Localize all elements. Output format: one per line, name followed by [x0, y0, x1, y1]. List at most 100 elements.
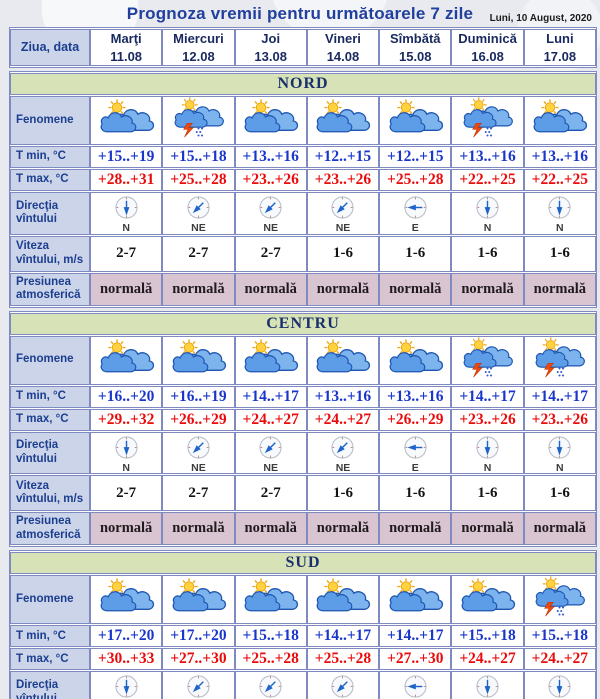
weather-cell	[379, 96, 452, 146]
t-max-value: +28..+31	[90, 169, 163, 192]
t-max-value: +25..+28	[306, 648, 380, 671]
t-min-value: +14..+17	[523, 385, 596, 408]
day-header-cell: Marţi 11.08	[90, 29, 163, 67]
wind-direction-cell: NE	[162, 431, 235, 475]
wind-speed-value: 1-6	[379, 235, 452, 272]
compass-NE-arrow-icon	[257, 673, 284, 699]
section-title: CENTRU	[10, 312, 596, 335]
sun-clouds-icon	[98, 578, 155, 616]
row-label-wind-speed: Viteza vîntului, m/s	[10, 235, 90, 272]
wind-direction-cell: N	[90, 431, 163, 475]
wind-direction-cell: E	[379, 671, 452, 699]
wind-direction-cell: E	[379, 192, 452, 235]
day-name: Joi	[261, 31, 281, 46]
t-min-value: +16..+20	[90, 385, 163, 408]
t-min-value: +15..+18	[234, 625, 307, 648]
wind-direction-label: NE	[335, 222, 351, 235]
weather-cell	[451, 96, 524, 146]
wind-speed-value: 2-7	[90, 475, 163, 512]
thunderstorm-icon	[533, 576, 586, 618]
wind-speed-value: 2-7	[234, 475, 307, 512]
pressure-value: normală	[451, 512, 524, 546]
weather-cell	[162, 335, 235, 385]
compass-N-arrow-icon	[474, 673, 501, 699]
phenomena-row: Fenomene	[10, 575, 596, 625]
day-date: 12.08	[182, 48, 215, 64]
t-min-value: +13..+16	[234, 146, 307, 169]
day-header-cell: Sîmbătă 15.08	[379, 29, 452, 67]
compass-N-arrow-icon	[474, 434, 501, 461]
t-max-value: +23..+26	[523, 408, 596, 431]
sun-clouds-icon	[242, 338, 299, 377]
pressure-value: normală	[90, 512, 163, 546]
weather-cell	[306, 575, 380, 625]
compass-N-arrow-icon	[546, 673, 573, 699]
row-label-t-min: T min, °C	[10, 625, 90, 648]
weather-cell	[523, 96, 596, 146]
sun-clouds-icon	[387, 578, 444, 616]
pressure-value: normală	[379, 512, 452, 546]
day-date: 15.08	[398, 48, 432, 64]
section-table-centru: CENTRU Fenomene T min, °C +16..+20 +16..+19 +…	[9, 310, 597, 548]
pressure-value: normală	[306, 272, 380, 306]
sun-clouds-icon	[314, 578, 371, 616]
tmax-row: T max, °C +30..+33 +27..+30 +25..+28 +25..+2…	[10, 648, 596, 671]
forecast-table: Ziua, data Marţi 11.08 Miercuri 12.08 Joi 13.0…	[9, 27, 597, 699]
sun-clouds-icon	[170, 338, 227, 377]
sun-clouds-icon	[531, 99, 588, 137]
t-max-value: +30..+33	[90, 648, 163, 671]
compass-N-arrow-icon	[113, 434, 140, 461]
wind-speed-value: 1-6	[451, 235, 524, 272]
phenomena-row: Fenomene	[10, 96, 596, 146]
wind-direction-cell: NE	[306, 192, 380, 235]
t-min-value: +13..+16	[523, 146, 596, 169]
pressure-value: normală	[234, 272, 307, 306]
compass-E-arrow-icon	[402, 194, 429, 221]
t-min-value: +15..+18	[451, 625, 524, 648]
wind-direction-cell: N	[90, 671, 163, 699]
row-label-wind-speed: Viteza vîntului, m/s	[10, 475, 90, 512]
weather-cell	[234, 335, 307, 385]
day-header-cell: Miercuri 12.08	[162, 29, 235, 67]
sun-clouds-icon	[98, 338, 155, 377]
t-max-value: +27..+30	[379, 648, 452, 671]
wind-direction-label: N	[483, 222, 492, 235]
row-label-phenomena: Fenomene	[10, 335, 90, 385]
section-title: SUD	[10, 552, 596, 575]
days-header-table: Ziua, data Marţi 11.08 Miercuri 12.08 Joi 13.0…	[9, 27, 597, 69]
t-max-value: +27..+30	[162, 648, 235, 671]
compass-NE-arrow-icon	[257, 434, 284, 461]
t-max-value: +24..+27	[306, 408, 380, 431]
sun-clouds-icon	[459, 578, 516, 616]
pressure-row: Presiunea atmosferică normală normală norma…	[10, 272, 596, 306]
row-label-pressure: Presiunea atmosferică	[10, 272, 90, 306]
row-label-t-max: T max, °C	[10, 408, 90, 431]
weather-cell	[234, 575, 307, 625]
wind-direction-cell: NE	[162, 671, 235, 699]
day-header-cell: Joi 13.08	[234, 29, 307, 67]
pressure-value: normală	[162, 272, 235, 306]
page-title: Prognoza vremii pentru următoarele 7 zil…	[126, 4, 474, 23]
pressure-value: normală	[523, 512, 596, 546]
pressure-row: Presiunea atmosferică normală normală norma…	[10, 512, 596, 546]
row-label-t-min: T min, °C	[10, 385, 90, 408]
day-name: Vineri	[325, 31, 361, 46]
day-name: Sîmbătă	[389, 31, 441, 46]
compass-NE-arrow-icon	[257, 194, 284, 221]
t-min-value: +13..+16	[306, 385, 380, 408]
wind-speed-value: 2-7	[234, 235, 307, 272]
t-min-value: +13..+16	[451, 146, 524, 169]
compass-N-arrow-icon	[546, 194, 573, 221]
day-name: Marţi	[110, 31, 142, 46]
t-max-value: +25..+28	[234, 648, 307, 671]
row-label-phenomena: Fenomene	[10, 96, 90, 146]
t-min-value: +14..+17	[306, 625, 380, 648]
wind-direction-cell: N	[523, 671, 596, 699]
wind-direction-label: N	[122, 461, 130, 474]
t-min-value: +15..+18	[523, 625, 596, 648]
weather-cell	[306, 335, 380, 385]
section-table-nord: NORD Fenomene T min, °C +15..+19 +15..+18 +13…	[9, 71, 597, 308]
wind-direction-label: NE	[191, 222, 206, 235]
